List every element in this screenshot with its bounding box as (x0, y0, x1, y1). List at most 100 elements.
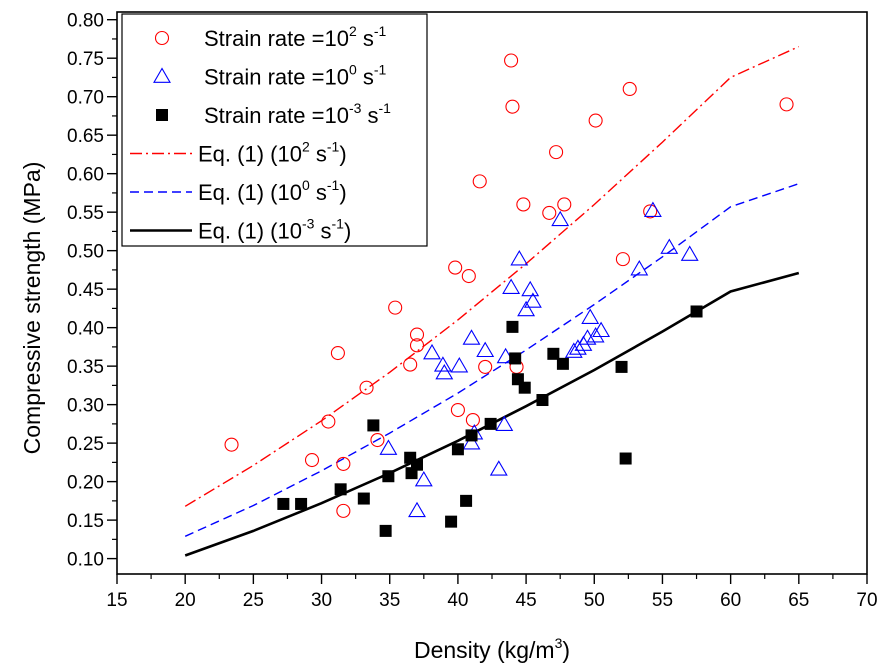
data-point-series-1 (568, 339, 587, 355)
legend-label-part: -1 (332, 216, 345, 232)
legend-label-part: -1 (379, 100, 392, 116)
y-tick-label: 0.25 (67, 434, 104, 455)
legend-label-part: -3 (349, 100, 362, 116)
legend-label-part: Eq. (1) (10 (198, 142, 302, 167)
data-point-series-1 (586, 327, 605, 343)
data-point-series-2 (295, 497, 308, 510)
legend-label: Eq. (1) (100 s-1) (198, 177, 347, 205)
data-point-series-0 (472, 174, 487, 189)
y-tick-label: 0.50 (67, 242, 104, 263)
y-tick-label: 0.60 (67, 165, 104, 186)
data-point-series-2 (277, 497, 290, 510)
data-point-series-2 (445, 515, 458, 528)
legend-label-part: Eq. (1) (10 (198, 219, 302, 244)
fit-line-0 (184, 45, 800, 507)
legend-label-part: 0 (349, 62, 357, 78)
y-tick-label: 0.35 (67, 357, 104, 378)
data-point-series-2 (536, 394, 549, 407)
data-point-series-1 (462, 329, 481, 345)
data-point-series-0 (450, 402, 465, 418)
legend-label-part: s (357, 65, 374, 90)
data-point-series-2 (367, 419, 380, 432)
data-point-series-0 (779, 97, 794, 112)
data-point-series-0 (643, 204, 658, 219)
legend-label-part: ) (344, 219, 351, 244)
legend-label-part: s (357, 26, 374, 51)
data-point-series-1 (660, 238, 679, 254)
y-tick-label: 0.45 (67, 280, 104, 301)
data-point-series-0 (336, 503, 351, 518)
data-point-series-1 (462, 434, 481, 450)
data-point-series-1 (517, 300, 536, 317)
fit-line-2 (184, 271, 800, 557)
legend-label-part: -1 (327, 139, 340, 155)
legend-label-part: s (310, 142, 327, 167)
x-axis: 15 20 25 30 35 40 45 50 55 60 65 70 (106, 574, 878, 611)
data-point-series-1 (581, 308, 600, 324)
legend-label: Strain rate =100 s-1 (204, 62, 387, 90)
data-point-series-1 (551, 210, 570, 227)
x-axis-title-sup: 3 (555, 635, 563, 651)
legend-label-part: s (314, 219, 331, 244)
y-tick-label: 0.10 (67, 550, 104, 571)
data-point-series-2 (690, 305, 703, 318)
data-point-series-2 (556, 357, 569, 370)
data-point-series-0 (516, 197, 531, 212)
x-axis-title-base: Density (kg/m (414, 637, 555, 663)
y-tick-label: 0.15 (67, 511, 104, 532)
legend-label-part: 2 (349, 23, 357, 39)
y-tick-label: 0.80 (67, 11, 104, 32)
legend-label-part: 0 (302, 177, 310, 193)
x-axis-title-end: ) (562, 637, 570, 663)
data-markers (224, 53, 794, 537)
data-point-series-1 (592, 321, 611, 338)
x-axis-title: Density (kg/m3) (414, 635, 570, 663)
x-tick-label: 65 (788, 590, 809, 611)
data-point-series-1 (476, 341, 495, 358)
legend-label-part: ) (339, 180, 346, 205)
data-point-series-0 (409, 327, 425, 342)
data-point-series-0 (588, 113, 603, 128)
data-point-series-1 (523, 292, 542, 308)
data-point-series-2 (411, 458, 423, 471)
data-point-series-0 (461, 269, 476, 284)
data-point-series-2 (506, 320, 519, 333)
x-tick-label: 40 (447, 590, 468, 611)
data-point-series-0 (448, 260, 463, 275)
data-point-series-0 (304, 453, 320, 468)
legend-label-part: Strain rate =10 (204, 65, 349, 90)
data-point-series-0 (224, 437, 239, 452)
legend-label: Eq. (1) (102 s-1) (198, 139, 347, 167)
x-tick-label: 15 (106, 590, 127, 611)
x-tick-label: 50 (584, 590, 605, 611)
legend-symbol-series-2 (156, 109, 168, 121)
data-point-series-1 (578, 329, 597, 345)
legend-label-part: -3 (302, 216, 315, 232)
y-axis: 0.10 0.15 0.20 0.25 0.30 0.35 0.40 0.45 0.50 0.55… (67, 11, 117, 571)
data-point-series-0 (321, 414, 336, 429)
legend-label: Eq. (1) (10-3 s-1) (198, 216, 351, 244)
y-tick-label: 0.70 (67, 88, 104, 109)
data-point-series-2 (451, 443, 464, 456)
data-point-series-0 (622, 81, 637, 97)
data-point-series-2 (484, 417, 497, 430)
data-point-series-1 (408, 501, 426, 518)
x-tick-label: 70 (856, 590, 877, 611)
data-point-series-1 (502, 278, 521, 294)
data-point-series-2 (518, 381, 531, 394)
data-point-series-0 (403, 357, 418, 372)
data-point-series-0 (542, 205, 557, 220)
data-point-series-0 (370, 432, 385, 448)
data-point-series-0 (388, 300, 403, 315)
data-point-series-0 (557, 197, 572, 212)
data-point-series-2 (460, 494, 473, 507)
data-point-series-0 (504, 53, 519, 68)
legend-label-part: -1 (374, 23, 387, 39)
y-tick-label: 0.20 (67, 473, 104, 494)
legend-box (121, 13, 428, 247)
x-tick-label: 45 (516, 590, 537, 611)
x-tick-label: 20 (175, 590, 196, 611)
